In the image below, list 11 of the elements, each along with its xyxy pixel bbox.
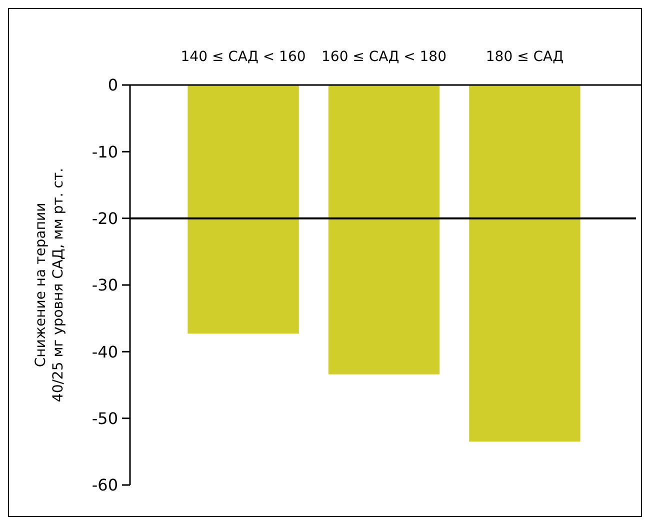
- y-axis-title: Снижение на терапии 40/25 мг уровня САД, мм рт. ст.: [33, 168, 66, 402]
- y-tick-label: -20: [92, 208, 118, 228]
- y-tick-label: -10: [92, 142, 118, 162]
- y-tick-label: -30: [92, 276, 118, 295]
- y-tick-label: -40: [92, 342, 118, 362]
- x-tick-label: 180 ≤ САД: [486, 49, 564, 65]
- y-tick-label: -60: [92, 476, 118, 495]
- x-tick-label: 140 ≤ САД < 160: [180, 49, 306, 65]
- y-tick-label: -50: [92, 408, 118, 428]
- y-tick-label: 0: [108, 76, 118, 95]
- x-tick-label: 160 ≤ САД < 180: [322, 49, 446, 65]
